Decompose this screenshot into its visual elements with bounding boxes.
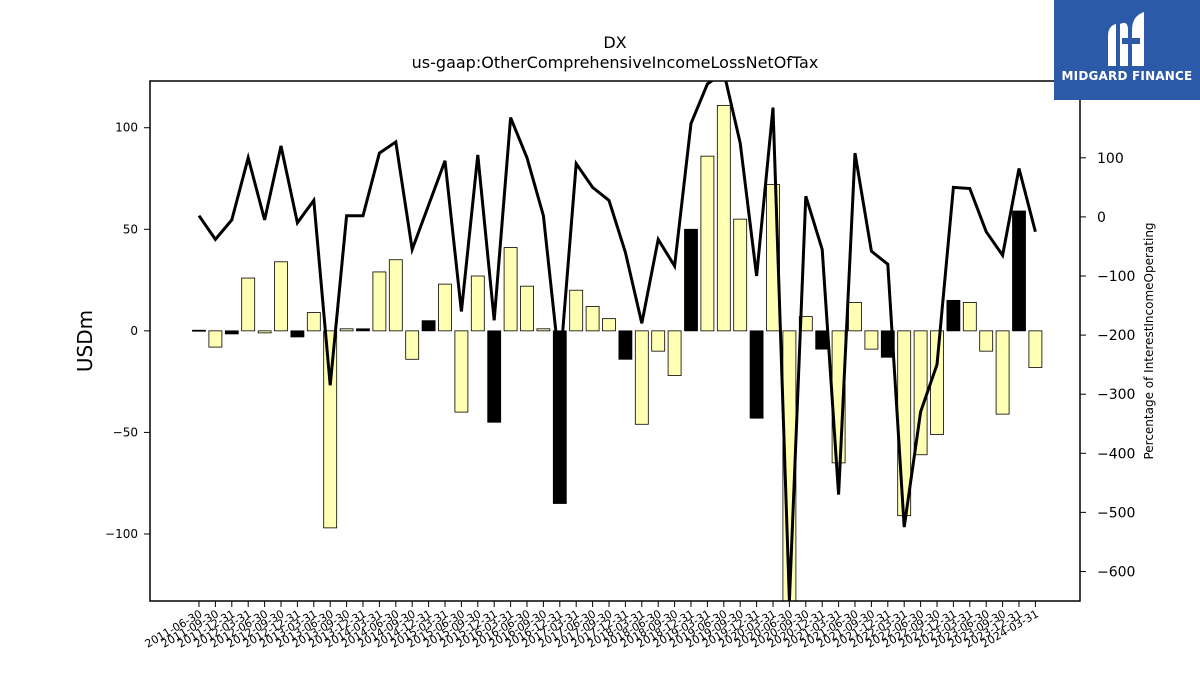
bar-2011-12-31 [224, 330, 239, 335]
bar-2014-12-31 [421, 320, 436, 332]
bar-2016-09-30 [536, 328, 551, 332]
bar-2019-06-30 [716, 104, 731, 332]
bar-2015-06-30 [454, 330, 469, 413]
bar-2016-06-30 [520, 285, 534, 332]
bar-2019-03-31 [700, 155, 715, 332]
y2-tick-label: −400 [1097, 446, 1135, 462]
brand-name: MIDGARD FINANCE [1061, 69, 1193, 83]
bar-2012-03-31 [241, 277, 256, 332]
y2-tick-label: −100 [1097, 269, 1135, 285]
x-axis: 2011-06-302011-09-302011-12-312012-03-31… [143, 601, 1041, 651]
bar-2015-12-31 [487, 330, 502, 423]
bar-2018-06-30 [651, 330, 666, 352]
bar-2014-09-30 [405, 330, 420, 360]
brand-logo: MIDGARD FINANCE [1054, 0, 1200, 100]
bar-2022-09-30 [930, 330, 944, 435]
bar-2023-09-30 [995, 330, 1010, 415]
bar-2023-06-30 [979, 330, 994, 352]
bar-2023-12-31 [1012, 210, 1026, 332]
bar-2023-03-31 [962, 302, 977, 332]
y-tick-label: 100 [115, 121, 138, 135]
bar-2018-12-31 [684, 228, 698, 332]
bar-2019-12-31 [749, 330, 764, 419]
bar-2016-12-31 [552, 330, 567, 504]
y2-tick-label: −300 [1097, 387, 1135, 403]
bar-2012-06-30 [257, 330, 272, 334]
bar-2024-03-31 [1028, 330, 1043, 368]
bar-2018-03-31 [634, 330, 649, 425]
bar-2011-09-30 [208, 330, 223, 348]
y2-axis-label: Percentage of InterestIncomeOperating [1142, 222, 1156, 459]
y-tick-label: −50 [113, 425, 138, 439]
y2-tick-label: 0 [1097, 210, 1106, 226]
bar-2021-06-30 [848, 302, 862, 332]
bar-2014-06-30 [388, 259, 403, 332]
y-axis: −100 −50 0 50 100 [105, 121, 150, 541]
bar-2017-03-31 [569, 289, 584, 332]
chart-title: DX [603, 33, 626, 52]
y2-tick-label: −600 [1097, 564, 1135, 580]
bar-2015-09-30 [470, 275, 485, 332]
bar-2017-12-31 [618, 330, 633, 360]
bar-2012-09-30 [274, 261, 288, 332]
plot-frame [149, 80, 1081, 602]
midgard-m-logo-icon [1108, 12, 1144, 66]
bar-2013-06-30 [323, 330, 338, 529]
y2-tick-label: −200 [1097, 328, 1135, 344]
bar-2018-09-30 [667, 330, 682, 376]
bar-2014-03-31 [372, 271, 387, 332]
y-axis-label: USDm [73, 310, 97, 372]
bar-2017-09-30 [602, 318, 616, 332]
bar-2022-12-31 [946, 299, 961, 332]
bars-group [192, 104, 1043, 601]
bar-2016-03-31 [503, 247, 518, 332]
bar-2013-03-31 [306, 312, 321, 332]
y2-tick-label: 100 [1097, 151, 1124, 167]
bar-2011-06-30 [192, 329, 206, 332]
bar-2015-03-31 [438, 283, 452, 332]
y2-tick-label: −500 [1097, 505, 1135, 521]
y-tick-label: 0 [130, 324, 138, 338]
bar-2021-09-30 [864, 330, 879, 350]
y-tick-label: 50 [123, 222, 138, 236]
bar-2019-09-30 [733, 218, 748, 332]
y-tick-label: −100 [105, 527, 138, 541]
bar-2012-12-31 [290, 330, 305, 338]
y2-axis: −600 −500 −400 −300 −200 −100 0 100 [1080, 151, 1135, 580]
bar-2017-06-30 [585, 306, 600, 332]
chart-subtitle: us-gaap:OtherComprehensiveIncomeLossNetO… [412, 53, 819, 72]
series-line [197, 81, 1037, 601]
bar-2013-09-30 [339, 328, 354, 332]
bar-2013-12-31 [356, 328, 370, 332]
